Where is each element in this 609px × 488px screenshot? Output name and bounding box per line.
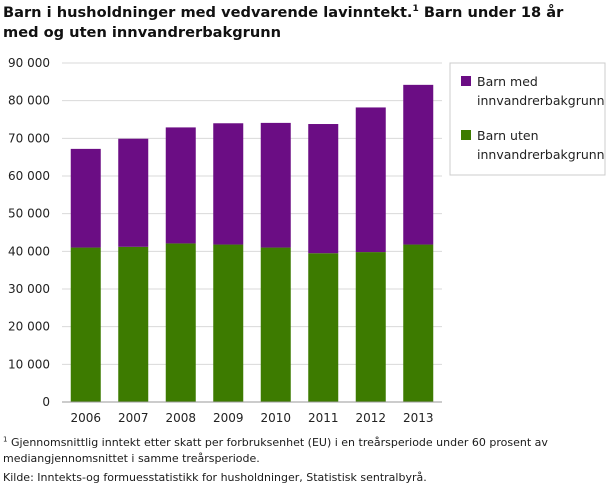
bar-2006-med <box>70 148 101 248</box>
legend-label-uten-line-1: Barn uten <box>477 128 539 143</box>
y-tick-label-30000: 30 000 <box>8 282 50 296</box>
bar-2011-med <box>308 124 339 254</box>
bar-2013-med <box>403 84 434 245</box>
bar-2010-uten <box>260 247 291 402</box>
y-tick-label-20000: 20 000 <box>8 320 50 334</box>
x-tick-label-2010: 2010 <box>260 411 291 425</box>
footnote-marker: 1 <box>3 435 8 444</box>
y-tick-label-50000: 50 000 <box>8 207 50 221</box>
y-tick-label-90000: 90 000 <box>8 56 50 70</box>
bar-2007-uten <box>118 246 149 402</box>
x-tick-label-2007: 2007 <box>118 411 149 425</box>
x-tick-label-2012: 2012 <box>355 411 386 425</box>
footnote-text: Gjennomsnittlig inntekt etter skatt per … <box>3 436 548 465</box>
source-note: Kilde: Inntekts-og formuesstatistikk for… <box>3 471 427 484</box>
bar-2007-med <box>118 138 149 247</box>
x-tick-label-2009: 2009 <box>213 411 244 425</box>
bar-2009-med <box>213 123 244 245</box>
bar-2010-med <box>260 122 291 248</box>
y-tick-label-70000: 70 000 <box>8 131 50 145</box>
bar-2008-uten <box>165 243 196 402</box>
chart-title: Barn i husholdninger med vedvarende lavi… <box>3 3 603 43</box>
y-tick-label-10000: 10 000 <box>8 357 50 371</box>
x-tick-label-2008: 2008 <box>165 411 196 425</box>
bar-2006-uten <box>70 247 101 402</box>
bar-2012-uten <box>355 252 386 402</box>
y-tick-label-80000: 80 000 <box>8 94 50 108</box>
title-footnote-marker: 1 <box>412 4 419 15</box>
x-tick-label-2006: 2006 <box>70 411 101 425</box>
y-tick-label-40000: 40 000 <box>8 244 50 258</box>
legend-label-uten-line-2: innvandrerbakgrunn <box>477 147 605 162</box>
legend-swatch-uten <box>461 130 471 140</box>
bar-2009-uten <box>213 244 244 402</box>
x-tick-label-2013: 2013 <box>403 411 434 425</box>
legend-box <box>449 62 606 176</box>
footnote: 1 Gjennomsnittlig inntekt etter skatt pe… <box>3 435 603 467</box>
y-tick-label-60000: 60 000 <box>8 169 50 183</box>
title-main: Barn i husholdninger med vedvarende lavi… <box>3 4 413 21</box>
x-tick-label-2011: 2011 <box>308 411 339 425</box>
title-rest: Barn under 18 år med og uten innvandrerb… <box>3 4 564 41</box>
bar-2011-uten <box>308 253 339 402</box>
legend-label-med-line-2: innvandrerbakgrunn <box>477 93 605 108</box>
bar-2012-med <box>355 107 386 253</box>
bar-2013-uten <box>403 244 434 402</box>
y-tick-label-0: 0 <box>42 395 50 409</box>
legend-swatch-med <box>461 76 471 86</box>
bar-2008-med <box>165 127 196 244</box>
legend-label-med-line-1: Barn med <box>477 74 538 89</box>
